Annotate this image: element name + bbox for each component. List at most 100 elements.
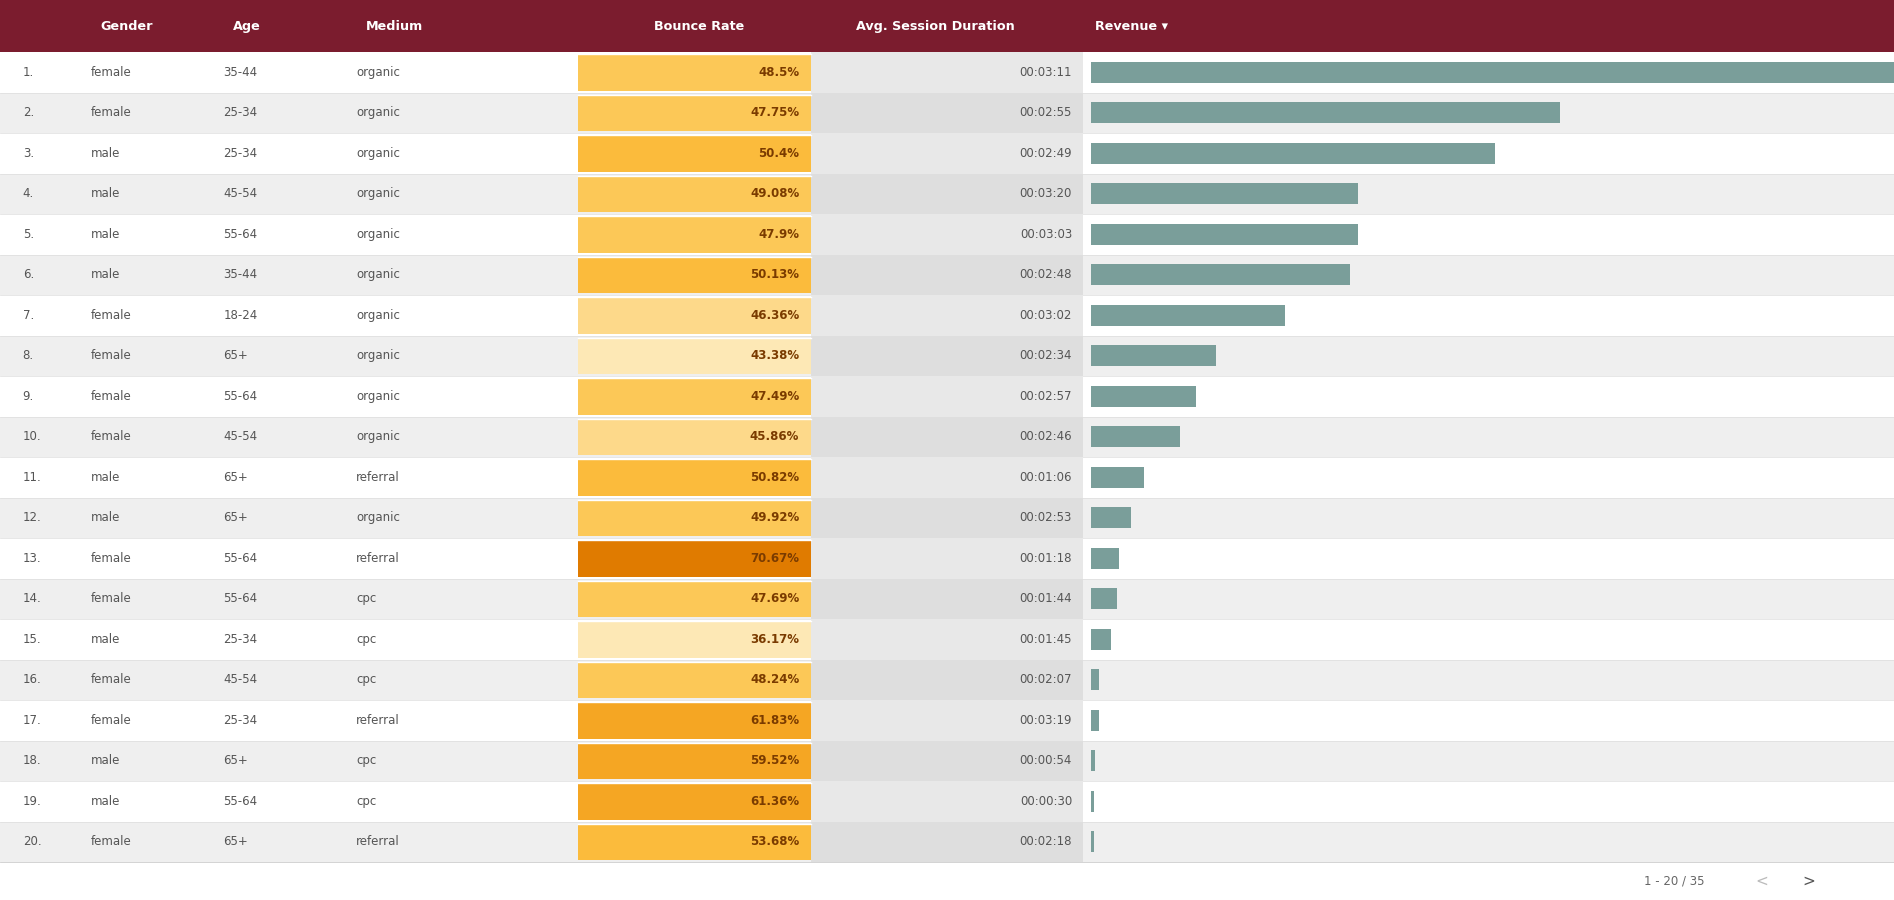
Bar <box>0 417 1894 457</box>
Text: cpc: cpc <box>356 754 377 768</box>
Bar <box>811 376 1083 417</box>
Text: Avg. Session Duration: Avg. Session Duration <box>856 20 1015 32</box>
Text: 2.: 2. <box>23 106 34 120</box>
Text: 47.49%: 47.49% <box>750 390 799 403</box>
Bar <box>578 176 811 212</box>
Bar <box>1091 670 1099 690</box>
Bar <box>811 498 1083 538</box>
Text: 3.: 3. <box>23 147 34 160</box>
Text: 61.36%: 61.36% <box>750 795 799 808</box>
Text: 55-64: 55-64 <box>223 228 258 241</box>
Bar <box>1091 751 1095 771</box>
Text: organic: organic <box>356 309 400 322</box>
Text: cpc: cpc <box>356 795 377 808</box>
Bar <box>578 216 811 253</box>
Bar <box>1091 832 1095 852</box>
Bar <box>1091 427 1180 447</box>
Text: 00:03:03: 00:03:03 <box>1019 228 1072 241</box>
Text: female: female <box>91 106 133 120</box>
Text: 13.: 13. <box>23 552 42 565</box>
Bar <box>1091 548 1119 569</box>
Text: male: male <box>91 147 121 160</box>
Bar <box>578 459 811 496</box>
Text: 17.: 17. <box>23 714 42 727</box>
Bar <box>0 822 1894 862</box>
Text: 11.: 11. <box>23 471 42 484</box>
Bar <box>578 621 811 658</box>
Bar <box>811 700 1083 741</box>
Bar <box>0 498 1894 538</box>
Text: 18-24: 18-24 <box>223 309 258 322</box>
Text: 49.92%: 49.92% <box>750 511 799 525</box>
Text: 14.: 14. <box>23 592 42 606</box>
Text: 12.: 12. <box>23 511 42 525</box>
Text: 47.9%: 47.9% <box>758 228 799 241</box>
Text: 00:02:55: 00:02:55 <box>1019 106 1072 120</box>
Text: 45-54: 45-54 <box>223 430 258 444</box>
Text: 00:02:48: 00:02:48 <box>1019 268 1072 282</box>
Bar <box>578 662 811 698</box>
Bar <box>811 174 1083 214</box>
Text: 00:01:45: 00:01:45 <box>1019 633 1072 646</box>
Text: organic: organic <box>356 147 400 160</box>
Bar <box>1091 629 1112 650</box>
Text: organic: organic <box>356 106 400 120</box>
Text: 45-54: 45-54 <box>223 673 258 687</box>
Bar <box>1091 710 1099 731</box>
Text: 00:03:02: 00:03:02 <box>1019 309 1072 322</box>
Bar <box>0 93 1894 133</box>
Text: 00:00:54: 00:00:54 <box>1019 754 1072 768</box>
Text: female: female <box>91 430 133 444</box>
Bar <box>578 580 811 617</box>
Bar <box>578 256 811 293</box>
Text: 25-34: 25-34 <box>223 106 258 120</box>
Text: 00:02:53: 00:02:53 <box>1019 511 1072 525</box>
Text: 61.83%: 61.83% <box>750 714 799 727</box>
Text: 00:01:44: 00:01:44 <box>1019 592 1072 606</box>
Text: 1 - 20 / 35: 1 - 20 / 35 <box>1644 875 1705 887</box>
Text: female: female <box>91 390 133 403</box>
Text: organic: organic <box>356 268 400 282</box>
Text: female: female <box>91 552 133 565</box>
Text: male: male <box>91 795 121 808</box>
Bar <box>811 336 1083 376</box>
Text: 9.: 9. <box>23 390 34 403</box>
Text: 6.: 6. <box>23 268 34 282</box>
Text: 7.: 7. <box>23 309 34 322</box>
Bar <box>578 702 811 739</box>
Text: male: male <box>91 471 121 484</box>
Text: 65+: 65+ <box>223 471 248 484</box>
Text: cpc: cpc <box>356 592 377 606</box>
Text: organic: organic <box>356 187 400 201</box>
Text: 00:02:49: 00:02:49 <box>1019 147 1072 160</box>
Text: 48.24%: 48.24% <box>750 673 799 687</box>
Text: cpc: cpc <box>356 673 377 687</box>
Text: 16.: 16. <box>23 673 42 687</box>
Text: 50.13%: 50.13% <box>750 268 799 282</box>
Text: 00:01:18: 00:01:18 <box>1019 552 1072 565</box>
Bar <box>0 336 1894 376</box>
Bar <box>811 295 1083 336</box>
Text: 65+: 65+ <box>223 754 248 768</box>
Text: 00:01:06: 00:01:06 <box>1019 471 1072 484</box>
Text: 8.: 8. <box>23 349 34 363</box>
Text: Age: Age <box>233 20 261 32</box>
Text: 00:02:46: 00:02:46 <box>1019 430 1072 444</box>
Text: referral: referral <box>356 835 400 849</box>
Bar <box>0 660 1894 700</box>
Text: 18.: 18. <box>23 754 42 768</box>
Text: 00:03:19: 00:03:19 <box>1019 714 1072 727</box>
Bar <box>1091 791 1095 812</box>
Text: 00:00:30: 00:00:30 <box>1019 795 1072 808</box>
Text: 10.: 10. <box>23 430 42 444</box>
Bar <box>811 822 1083 862</box>
Bar <box>0 214 1894 255</box>
Text: organic: organic <box>356 349 400 363</box>
Bar <box>0 579 1894 619</box>
Text: 55-64: 55-64 <box>223 552 258 565</box>
Bar <box>1091 508 1131 528</box>
Bar <box>1091 305 1284 326</box>
Bar <box>1091 467 1144 488</box>
Text: 55-64: 55-64 <box>223 795 258 808</box>
Bar <box>1091 589 1117 609</box>
